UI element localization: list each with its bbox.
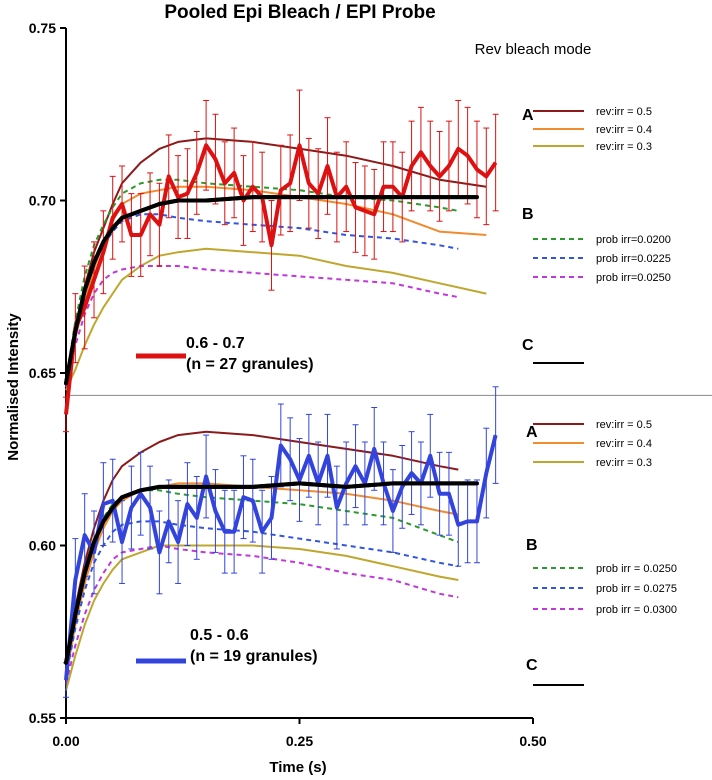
y-tick-label: 0.55 [29, 710, 56, 726]
lower-measured-line [64, 434, 498, 681]
x-tick-label: 0.25 [286, 733, 313, 749]
upper-annotation-range: 0.6 - 0.7 [186, 335, 245, 352]
y-tick-label: 0.70 [29, 193, 56, 209]
lower-mean-model-line [64, 481, 479, 665]
chart-subtitle: Rev bleach mode [475, 41, 592, 58]
x-tick-label: 0.00 [52, 733, 79, 749]
upper-group-label: C [522, 337, 534, 354]
upper-legend-label: rev:irr = 0.4 [596, 124, 652, 136]
upper-measured-line [64, 143, 498, 415]
lower-annotation-range: 0.5 - 0.6 [190, 627, 249, 644]
upper-group-label: A [522, 107, 534, 124]
lower-group-label: A [526, 424, 538, 441]
lower-series-0-line [65, 430, 459, 667]
lower-legend-label: rev:irr = 0.5 [596, 419, 652, 431]
lower-legend-label: prob irr = 0.0275 [596, 583, 677, 595]
upper-series-0-line [65, 137, 487, 381]
upper-legend-label: prob irr=0.0200 [596, 234, 671, 246]
lower-legend-label: prob irr = 0.0250 [596, 563, 677, 575]
plot-area: 0.55 0.60 0.65 0.70 0.75 0.00 0.25 0.50 rev:irr … [29, 20, 712, 749]
lower-legend-label: rev:irr = 0.3 [596, 457, 652, 469]
lower-group-label: C [526, 657, 538, 674]
upper-annotation-count: (n = 27 granules) [186, 356, 314, 373]
upper-mean-model-line [64, 195, 479, 386]
upper-legend-label: rev:irr = 0.3 [596, 141, 652, 153]
y-axis-label: Normalised Intensity [5, 313, 22, 461]
lower-annotation-count: (n = 19 granules) [190, 648, 318, 665]
upper-legend-label: prob irr=0.0250 [596, 272, 671, 284]
x-axis-label: Time (s) [269, 759, 326, 776]
lower-legend-label: prob irr = 0.0300 [596, 604, 677, 616]
y-tick-label: 0.60 [29, 538, 56, 554]
lower-legend-label: rev:irr = 0.4 [596, 438, 652, 450]
chart-title: Pooled Epi Bleach / EPI Probe [164, 2, 435, 23]
y-tick-label: 0.75 [29, 20, 56, 36]
upper-legend-label: prob irr=0.0225 [596, 253, 671, 265]
upper-series-3-line [65, 178, 459, 381]
y-tick-label: 0.65 [29, 365, 56, 381]
upper-legend-label: rev:irr = 0.5 [596, 106, 652, 118]
x-tick-label: 0.50 [519, 733, 546, 749]
upper-group-label: B [522, 206, 534, 223]
upper-series-4-line [65, 213, 459, 384]
lower-group-label: B [526, 537, 538, 554]
